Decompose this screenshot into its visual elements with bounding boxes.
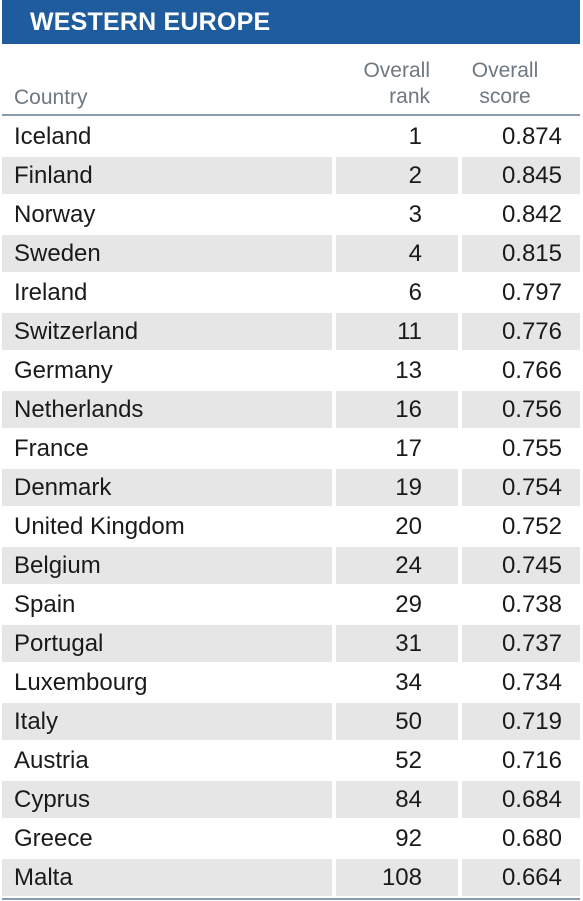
- header-overall-rank: Overall rank: [310, 58, 430, 110]
- country-cell: Belgium: [2, 547, 332, 584]
- country-cell: Portugal: [2, 625, 332, 662]
- rank-cell: 13: [395, 357, 422, 384]
- table-row: Switzerland 11 0.776: [2, 313, 580, 350]
- country-cell: Italy: [2, 703, 332, 740]
- score-cell: 0.716: [501, 747, 562, 774]
- rank-cell: 24: [336, 547, 458, 584]
- table-row: Finland 2 0.845: [2, 157, 580, 194]
- table-header: Country Overall rank Overall score: [2, 44, 580, 116]
- country-cell: Luxembourg: [14, 669, 148, 696]
- country-cell: Denmark: [2, 469, 332, 506]
- score-cell: 0.738: [501, 591, 562, 618]
- score-cell: 0.756: [462, 391, 580, 428]
- country-cell: Austria: [14, 747, 89, 774]
- rank-cell: 3: [408, 201, 422, 228]
- header-score-line2: score: [479, 85, 531, 108]
- table-row: Portugal 31 0.737: [2, 625, 580, 662]
- score-cell: 0.752: [501, 513, 562, 540]
- table-row: Germany 13 0.766: [2, 352, 580, 389]
- score-cell: 0.755: [501, 435, 562, 462]
- score-cell: 0.684: [462, 781, 580, 818]
- rank-cell: 92: [395, 825, 422, 852]
- rank-cell: 4: [336, 235, 458, 272]
- country-cell: Ireland: [14, 279, 88, 306]
- table-row: Ireland 6 0.797: [2, 274, 580, 311]
- country-cell: Spain: [14, 591, 76, 618]
- table-row: Greece 92 0.680: [2, 820, 580, 857]
- table-body: Iceland 1 0.874 Finland 2 0.845 Norway 3…: [2, 118, 580, 896]
- header-country: Country: [14, 86, 88, 109]
- country-cell: Germany: [14, 357, 113, 384]
- table-row: Sweden 4 0.815: [2, 235, 580, 272]
- rank-cell: 2: [336, 157, 458, 194]
- country-cell: Norway: [14, 201, 96, 228]
- country-cell: Iceland: [14, 123, 92, 150]
- rank-cell: 19: [336, 469, 458, 506]
- country-cell: Malta: [2, 859, 332, 896]
- table-row: Malta 108 0.664: [2, 859, 580, 896]
- bottom-divider: [2, 898, 580, 900]
- score-cell: 0.664: [462, 859, 580, 896]
- table-title: WESTERN EUROPE: [2, 0, 580, 44]
- country-cell: France: [14, 435, 89, 462]
- rank-cell: 20: [395, 513, 422, 540]
- score-cell: 0.745: [462, 547, 580, 584]
- rank-cell: 34: [395, 669, 422, 696]
- rank-cell: 6: [408, 279, 422, 306]
- header-score-line1: Overall: [471, 59, 539, 82]
- rank-cell: 52: [395, 747, 422, 774]
- table-row: Denmark 19 0.754: [2, 469, 580, 506]
- score-cell: 0.815: [462, 235, 580, 272]
- score-cell: 0.734: [501, 669, 562, 696]
- score-cell: 0.845: [462, 157, 580, 194]
- table-row: Norway 3 0.842: [2, 196, 580, 233]
- rank-cell: 50: [336, 703, 458, 740]
- table-row: Cyprus 84 0.684: [2, 781, 580, 818]
- table-row: United Kingdom 20 0.752: [2, 508, 580, 545]
- rank-cell: 17: [395, 435, 422, 462]
- country-cell: Switzerland: [2, 313, 332, 350]
- score-cell: 0.754: [462, 469, 580, 506]
- table-row: Spain 29 0.738: [2, 586, 580, 623]
- table-row: Austria 52 0.716: [2, 742, 580, 779]
- score-cell: 0.776: [462, 313, 580, 350]
- country-cell: Netherlands: [2, 391, 332, 428]
- score-cell: 0.719: [462, 703, 580, 740]
- table-row: Belgium 24 0.745: [2, 547, 580, 584]
- score-cell: 0.842: [501, 201, 562, 228]
- score-cell: 0.874: [501, 123, 562, 150]
- rank-cell: 29: [395, 591, 422, 618]
- country-cell: Greece: [14, 825, 93, 852]
- country-cell: Finland: [2, 157, 332, 194]
- table-row: Italy 50 0.719: [2, 703, 580, 740]
- country-cell: United Kingdom: [14, 513, 185, 540]
- country-cell: Cyprus: [2, 781, 332, 818]
- header-overall-score: Overall score: [450, 58, 560, 110]
- table-row: France 17 0.755: [2, 430, 580, 467]
- table-row: Netherlands 16 0.756: [2, 391, 580, 428]
- rank-cell: 11: [336, 313, 458, 350]
- header-rank-line2: rank: [389, 85, 430, 108]
- score-cell: 0.737: [462, 625, 580, 662]
- rank-cell: 31: [336, 625, 458, 662]
- score-cell: 0.797: [501, 279, 562, 306]
- score-cell: 0.680: [501, 825, 562, 852]
- rank-cell: 1: [408, 123, 422, 150]
- rank-cell: 84: [336, 781, 458, 818]
- header-rank-line1: Overall: [363, 59, 430, 82]
- table-row: Iceland 1 0.874: [2, 118, 580, 155]
- rank-cell: 16: [336, 391, 458, 428]
- rank-cell: 108: [336, 859, 458, 896]
- country-cell: Sweden: [2, 235, 332, 272]
- score-cell: 0.766: [501, 357, 562, 384]
- table-row: Luxembourg 34 0.734: [2, 664, 580, 701]
